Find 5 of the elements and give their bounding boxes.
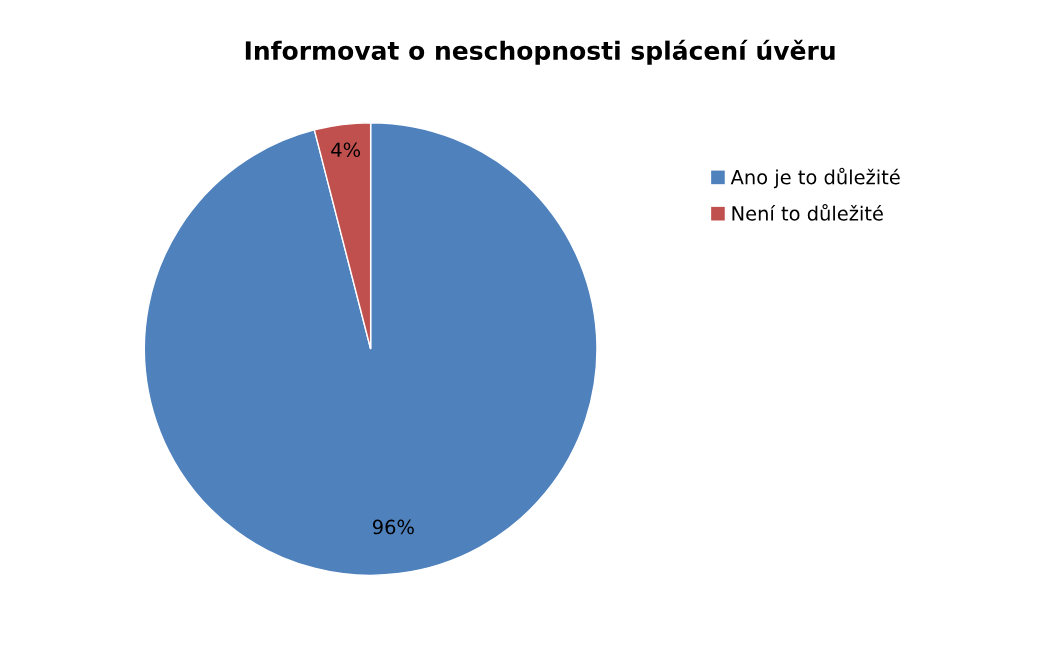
chart-title: Informovat o neschopnosti splácení úvěru bbox=[245, 39, 835, 65]
legend-label: Není to důležité bbox=[732, 204, 883, 221]
data-label: 4% bbox=[331, 142, 361, 158]
data-label: 96% bbox=[372, 519, 414, 535]
legend-label: Ano je to důležité bbox=[730, 167, 900, 189]
